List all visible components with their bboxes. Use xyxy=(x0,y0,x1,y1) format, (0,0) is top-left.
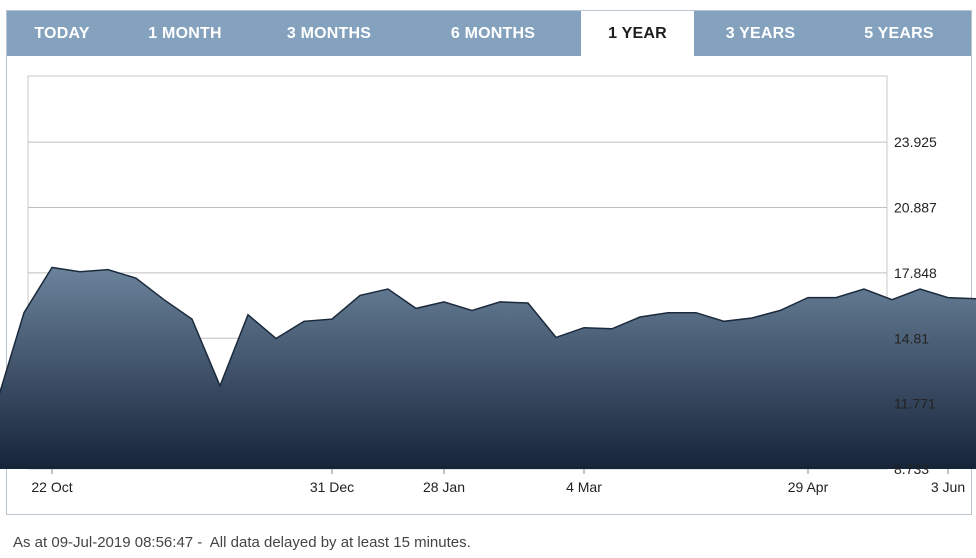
y-tick-label: 20.887 xyxy=(894,200,937,216)
x-tick-label: 31 Dec xyxy=(310,479,354,495)
y-tick-label: 17.848 xyxy=(894,265,937,281)
y-axis-ticks: 8.733 11.771 14.81 17.848 20.887 23.925 xyxy=(894,134,937,477)
y-tick-label: 8.733 xyxy=(894,461,929,477)
series-line xyxy=(0,266,976,395)
y-tick-label: 11.771 xyxy=(894,396,936,412)
tab-3-months[interactable]: 3 MONTHS xyxy=(286,24,372,42)
y-tick-label: 14.81 xyxy=(894,330,929,346)
tab-3-years[interactable]: 3 YEARS xyxy=(725,24,796,42)
x-tick-label: 4 Mar xyxy=(566,479,602,495)
x-tick-label: 29 Apr xyxy=(788,479,829,495)
data-delay-note: As at 09-Jul-2019 08:56:47 - All data de… xyxy=(13,534,471,551)
tab-1-year[interactable]: 1 YEAR xyxy=(581,11,694,56)
tab-1-month[interactable]: 1 MONTH xyxy=(148,24,222,42)
tab-5-years[interactable]: 5 YEARS xyxy=(864,24,934,42)
y-tick-label: 23.925 xyxy=(894,134,937,150)
x-tick-label: 3 Jun xyxy=(931,479,965,495)
range-tab-bar: TODAY 1 MONTH 3 MONTHS 6 MONTHS 1 YEAR 3… xyxy=(7,11,971,56)
area-fill xyxy=(0,267,976,469)
tab-6-months[interactable]: 6 MONTHS xyxy=(450,24,536,42)
x-tick-label: 28 Jan xyxy=(423,479,465,495)
x-tick-label: 22 Oct xyxy=(31,479,72,495)
tab-today[interactable]: TODAY xyxy=(34,24,90,42)
